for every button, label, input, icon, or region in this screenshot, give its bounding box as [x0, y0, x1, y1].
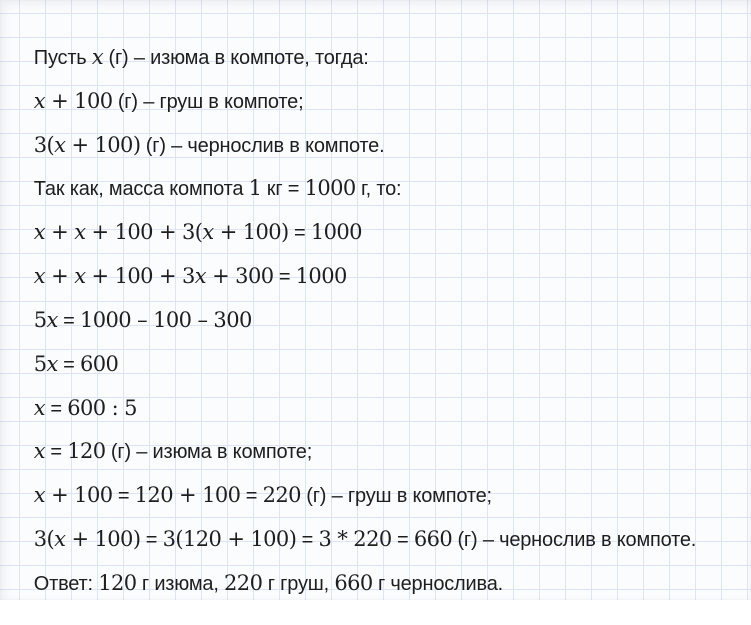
math-variable-x: x — [33, 89, 46, 113]
text-run: Так как, масса компота — [33, 178, 249, 200]
math-number: + 100 — [45, 89, 113, 113]
solution-line: x + 100 (г) – груш в компоте; — [16, 62, 304, 143]
math-number: 3(120 + 100) — [162, 527, 297, 551]
text-run: = — [57, 354, 80, 376]
text-run: = — [273, 266, 296, 288]
math-number: 600 : 5 — [67, 396, 137, 420]
text-run: г, то: — [355, 178, 402, 200]
math-variable-x: x — [74, 264, 86, 288]
text-run: Пусть — [33, 47, 92, 69]
solution-line: x = 120 (г) – изюма в компоте; — [16, 412, 312, 493]
solution-line: x + 100 = 120 + 100 = 220 (г) – груш в к… — [16, 456, 492, 537]
math-number: + — [45, 220, 75, 244]
math-number: + 100) — [213, 220, 290, 244]
text-run: = — [45, 441, 68, 463]
math-variable-x: x — [33, 483, 46, 507]
text-run: (г) – груш в компоте; — [112, 91, 304, 113]
text-run: = — [140, 529, 163, 551]
text-run: (г) – груш в компоте; — [300, 485, 492, 507]
text-run: = — [57, 310, 80, 332]
solution-line: x + x + 100 + 3(x + 100) = 1000 — [16, 193, 363, 274]
math-variable-x: x — [33, 439, 46, 463]
math-variable-x: x — [33, 264, 46, 288]
math-number: 660 — [334, 571, 373, 595]
math-number: 120 + 100 — [134, 483, 241, 507]
math-number: 1000 — [304, 176, 357, 200]
math-number: 1 — [248, 176, 262, 200]
math-number: + 100 — [45, 483, 113, 507]
math-variable-x: x — [194, 264, 207, 288]
text-run: г изюма, — [136, 573, 225, 595]
math-number: + 100) — [65, 527, 141, 551]
text-run: (г) – чернослив в компоте. — [140, 135, 385, 157]
math-number: 120 — [67, 439, 106, 463]
text-run: = — [112, 485, 135, 507]
math-number: 3( — [33, 527, 55, 551]
math-number: 1000 – 100 – 300 — [80, 308, 252, 332]
math-variable-x: x — [91, 45, 104, 69]
text-run: = — [288, 222, 311, 244]
math-number: 3 * 220 — [318, 527, 393, 551]
grid-paper: Пусть x (г) – изюма в компоте, тогда: x … — [0, 0, 751, 600]
solution-line: x + x + 100 + 3x + 300 = 1000 — [16, 237, 348, 318]
math-number: + 300 — [206, 264, 274, 288]
math-number: 600 — [80, 352, 119, 376]
math-variable-x: x — [74, 220, 86, 244]
solution-line: 5x = 600 — [16, 325, 119, 406]
math-number: 660 — [413, 527, 453, 551]
math-number: + — [45, 264, 75, 288]
math-number: 120 — [98, 571, 137, 595]
math-number: 220 — [224, 571, 263, 595]
text-run: = — [240, 485, 263, 507]
text-run: (г) – чернослив в компоте. — [452, 529, 697, 551]
text-run: кг = — [261, 178, 305, 200]
solution-line: 5x = 1000 – 100 – 300 — [16, 281, 253, 362]
math-number: + 100 + 3 — [85, 264, 196, 288]
text-run: (г) – изюма в компоте, тогда: — [103, 47, 369, 69]
text-run: = — [391, 529, 414, 551]
math-variable-x: x — [33, 220, 46, 244]
math-number: + 100) — [65, 133, 141, 157]
math-variable-x: x — [54, 527, 66, 551]
math-number: 220 — [262, 483, 302, 507]
math-variable-x: x — [54, 133, 66, 157]
solution-answer-line: Ответ: 120 г изюма, 220 г груш, 660 г че… — [16, 544, 503, 625]
text-run: = — [45, 398, 68, 420]
solution-line: 3(x + 100) (г) – чернослив в компоте. — [16, 106, 385, 187]
math-number: + 100 + 3( — [85, 220, 203, 244]
text-run: г груш, — [262, 573, 335, 595]
solution-line: Пусть x (г) – изюма в компоте, тогда: — [16, 18, 369, 99]
text-run: г чернослива. — [372, 573, 503, 595]
text-run: (г) – изюма в компоте; — [105, 441, 313, 463]
math-variable-x: x — [46, 352, 59, 376]
solution-line: 3(x + 100) = 3(120 + 100) = 3 * 220 = 66… — [16, 500, 697, 581]
math-number: 3( — [33, 133, 55, 157]
text-run: = — [296, 529, 319, 551]
math-number: 1000 — [295, 264, 348, 288]
math-variable-x: x — [46, 308, 59, 332]
text-run: Ответ: — [33, 573, 99, 595]
math-variable-x: x — [33, 396, 46, 420]
solution-line: Так как, масса компота 1 кг = 1000 г, то… — [16, 149, 402, 230]
math-number: 1000 — [310, 220, 363, 244]
math-number: 5 — [33, 352, 47, 376]
math-variable-x: x — [202, 220, 214, 244]
math-number: 5 — [33, 308, 47, 332]
solution-line: x = 600 : 5 — [16, 369, 138, 450]
